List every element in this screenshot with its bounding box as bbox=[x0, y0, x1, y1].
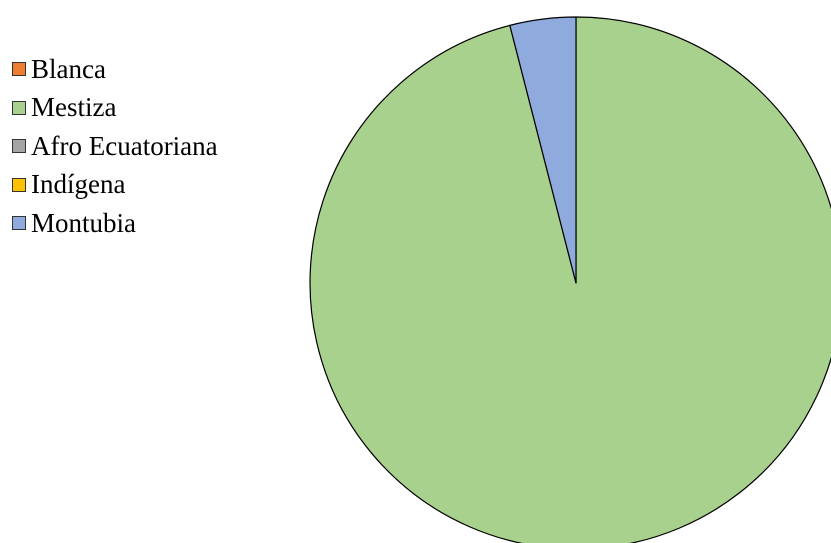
legend-item-mestiza: Mestiza bbox=[12, 92, 218, 122]
legend-item-afro-ecuatoriana: Afro Ecuatoriana bbox=[12, 130, 218, 161]
legend-label-montubia: Montubia bbox=[31, 207, 136, 238]
legend-item-indigena: Indígena bbox=[12, 169, 218, 199]
legend-label-afro-ecuatoriana: Afro Ecuatoriana bbox=[31, 130, 218, 161]
legend-item-montubia: Montubia bbox=[12, 207, 218, 238]
legend-swatch-afro-ecuatoriana bbox=[12, 139, 26, 153]
chart-legend: Blanca Mestiza Afro Ecuatoriana Indígena… bbox=[12, 53, 218, 249]
legend-swatch-mestiza bbox=[12, 100, 26, 115]
legend-swatch-montubia bbox=[12, 216, 26, 230]
pie-slice-montubia bbox=[509, 16, 577, 284]
legend-label-indigena: Indígena bbox=[31, 169, 126, 199]
legend-label-mestiza: Mestiza bbox=[31, 92, 117, 122]
pie-slice-mestiza bbox=[309, 16, 831, 543]
legend-swatch-blanca bbox=[12, 62, 26, 76]
legend-label-blanca: Blanca bbox=[31, 53, 106, 84]
legend-item-blanca: Blanca bbox=[12, 53, 218, 84]
legend-swatch-indigena bbox=[12, 177, 26, 192]
